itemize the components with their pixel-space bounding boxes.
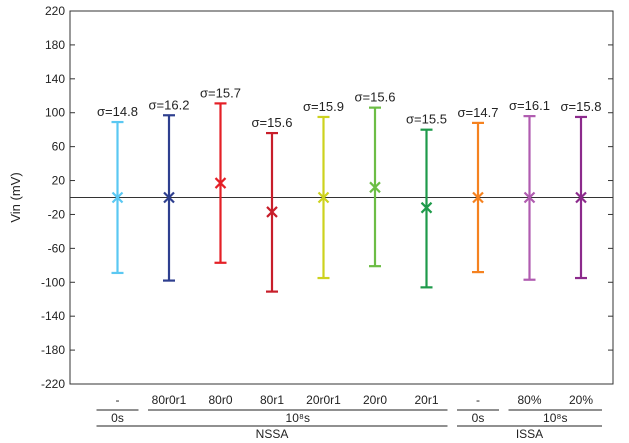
mean-marker: [575, 191, 587, 204]
sigma-label: σ=15.7: [200, 85, 241, 100]
y-tick-label: 220: [45, 4, 65, 18]
category-label: 80r1: [260, 393, 284, 407]
sigma-label: σ=15.8: [561, 99, 602, 114]
group-label: NSSA: [256, 427, 289, 441]
y-tick-label: 60: [52, 140, 66, 154]
error-bar-3: σ=15.6: [252, 115, 293, 293]
mean-marker: [317, 191, 330, 204]
sub-group-label: 0s: [111, 411, 124, 425]
y-tick-label: -140: [41, 309, 65, 323]
y-axis-label: Vin (mV): [8, 172, 23, 222]
y-tick-label: -100: [41, 275, 65, 289]
sub-group-label: 10⁸s: [286, 411, 310, 425]
error-bar-6: σ=15.5: [406, 112, 447, 289]
mean-marker: [420, 201, 433, 214]
y-tick-label: -180: [41, 343, 65, 357]
y-tick-label: -20: [48, 207, 66, 221]
y-axis: 220 180 140 100 60 20 -20 -60 -100 -140 -180 -220: [41, 4, 613, 391]
category-label: 80r0: [208, 393, 232, 407]
sub-group-label: 0s: [472, 411, 485, 425]
sigma-label: σ=14.7: [458, 105, 499, 120]
error-bar-2: σ=15.7: [200, 85, 241, 264]
mean-marker: [214, 177, 227, 189]
sigma-label: σ=15.9: [303, 99, 344, 114]
group-label: ISSA: [516, 427, 543, 441]
category-label: -: [116, 393, 120, 407]
mean-marker: [111, 191, 124, 204]
mean-marker: [266, 206, 278, 218]
y-tick-label: 20: [52, 174, 66, 188]
error-bar-1: σ=16.2: [149, 97, 190, 282]
mean-marker: [472, 191, 484, 204]
sigma-label: σ=16.2: [149, 97, 190, 112]
y-tick-label: 140: [45, 72, 65, 86]
error-bar-9: σ=15.8: [561, 99, 602, 280]
error-bar-4: σ=15.9: [303, 99, 344, 280]
category-label: 20r0r1: [306, 393, 341, 407]
mean-marker: [523, 191, 536, 204]
sigma-label: σ=15.6: [355, 90, 396, 105]
sub-group-label: 10⁸s: [543, 411, 567, 425]
error-bar-0: σ=14.8: [97, 104, 138, 275]
category-label: 80%: [517, 393, 541, 407]
y-tick-label: 100: [45, 106, 65, 120]
category-label: 80r0r1: [152, 393, 187, 407]
category-label: 20%: [569, 393, 593, 407]
mean-marker: [163, 191, 175, 204]
error-bar-5: σ=15.6: [355, 90, 396, 268]
y-tick-label: -220: [41, 377, 65, 391]
y-tick-label: 180: [45, 38, 65, 52]
error-bar-8: σ=16.1: [509, 98, 550, 281]
y-tick-label: -60: [48, 241, 66, 255]
sigma-label: σ=15.5: [406, 112, 447, 127]
category-label: -: [476, 393, 480, 407]
category-label: 20r0: [363, 393, 387, 407]
error-bars: σ=14.8 σ=16.2 σ=15.7 σ=15.6 σ=15.9 σ=15.6 σ=15…: [97, 85, 602, 293]
mean-marker: [369, 181, 381, 194]
sigma-label: σ=16.1: [509, 98, 550, 113]
sigma-label: σ=14.8: [97, 104, 138, 119]
x-axis-labels: - 80r0r1 80r0 80r1 20r0r1 20r0 20r1 - 80% 20% 0s 10…: [96, 393, 602, 441]
error-bar-7: σ=14.7: [458, 105, 499, 274]
category-label: 20r1: [414, 393, 438, 407]
sigma-label: σ=15.6: [252, 115, 293, 130]
